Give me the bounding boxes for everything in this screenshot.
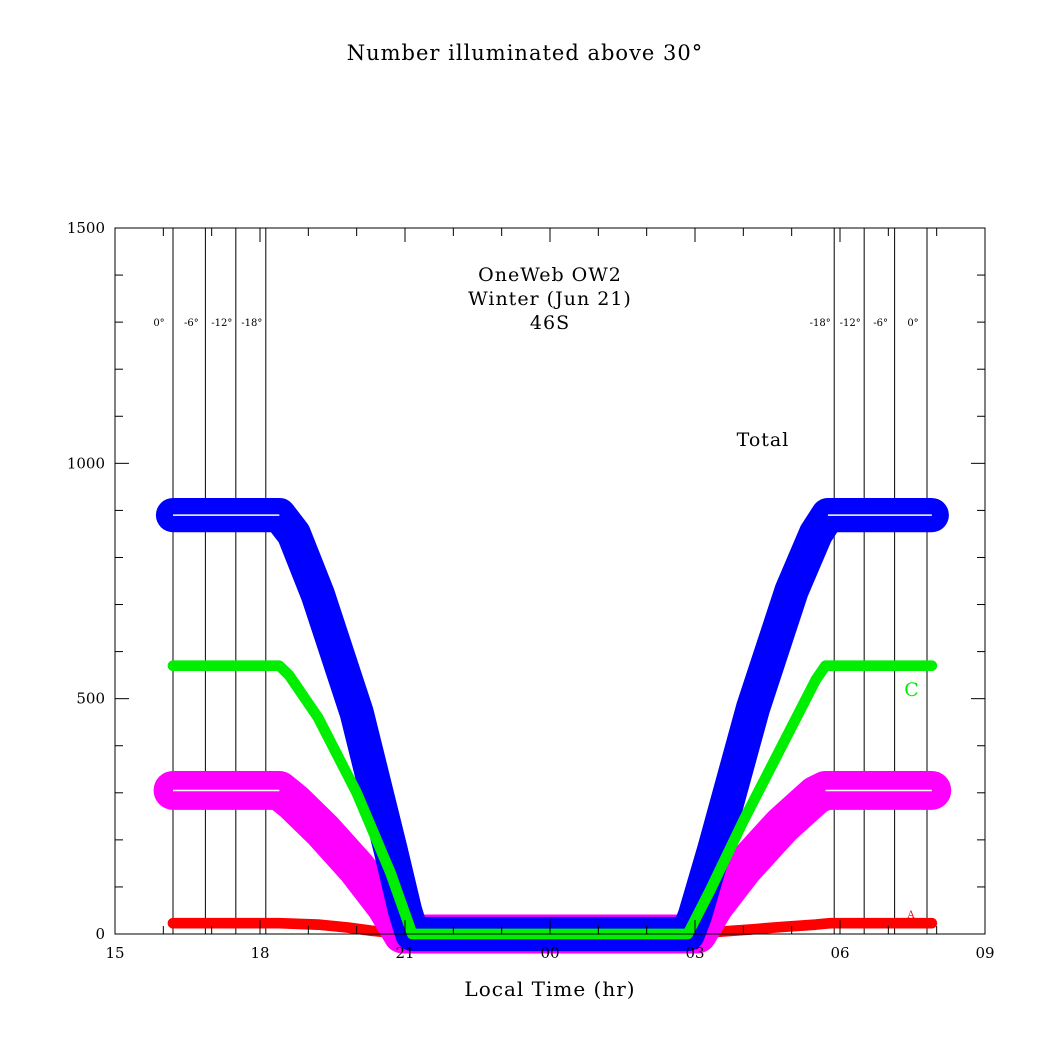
label-total: Total bbox=[737, 429, 790, 451]
annotation-constellation: OneWeb OW2 bbox=[478, 264, 622, 286]
chart-title: Number illuminated above 30° bbox=[347, 41, 704, 65]
plot-area: 0° -6° -12° -18° -18° -12° -6° 0° 15 18 21 00 03 06 0… bbox=[67, 219, 995, 962]
annotation-season: Winter (Jun 21) bbox=[468, 288, 632, 310]
x-tick-label: 15 bbox=[105, 944, 124, 962]
twilight-lines: 0° -6° -12° -18° -18° -12° -6° 0° bbox=[153, 228, 928, 934]
y-tick-label: 500 bbox=[76, 690, 105, 708]
twilight-label: 0° bbox=[153, 318, 164, 329]
x-tick-label: 03 bbox=[685, 944, 704, 962]
x-tick-label: 09 bbox=[975, 944, 994, 962]
y-tick-label: 0 bbox=[95, 925, 105, 943]
twilight-label: 0° bbox=[907, 318, 918, 329]
twilight-label: -12° bbox=[840, 318, 861, 329]
y-tick-label: 1500 bbox=[67, 219, 105, 237]
twilight-label: -6° bbox=[184, 318, 199, 329]
x-axis-label: Local Time (hr) bbox=[464, 977, 635, 1001]
x-tick-label: 18 bbox=[250, 944, 269, 962]
x-tick-label: 00 bbox=[540, 944, 559, 962]
x-tick-label: 06 bbox=[830, 944, 849, 962]
axis-ticks: 15 18 21 00 03 06 09 0 500 1000 1500 bbox=[67, 219, 995, 962]
annotation-latitude: 46S bbox=[530, 312, 570, 334]
x-tick-label: 21 bbox=[395, 944, 414, 962]
label-series-a: A bbox=[906, 910, 915, 921]
twilight-label: -18° bbox=[810, 318, 831, 329]
label-series-c: C bbox=[904, 679, 920, 701]
twilight-label: -12° bbox=[211, 318, 232, 329]
series-layer bbox=[153, 498, 952, 954]
twilight-label: -18° bbox=[241, 318, 262, 329]
series-band-total bbox=[155, 498, 949, 952]
y-tick-label: 1000 bbox=[67, 454, 105, 472]
series-band-magenta bbox=[153, 770, 952, 954]
twilight-label: -6° bbox=[873, 318, 888, 329]
